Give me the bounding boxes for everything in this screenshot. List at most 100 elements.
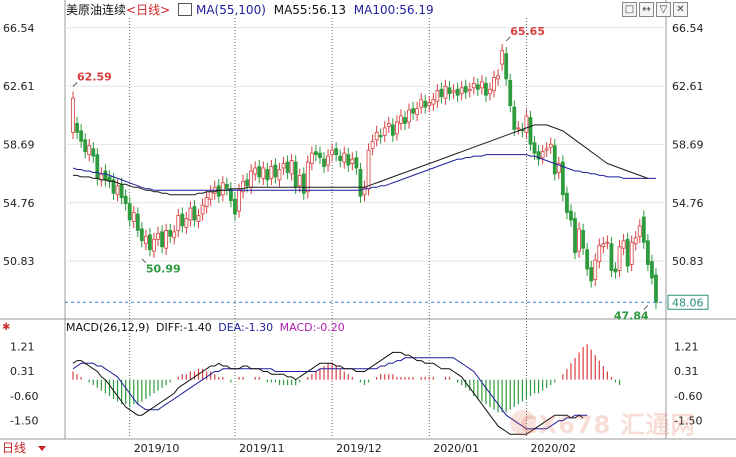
candle-body xyxy=(176,215,181,231)
ma100-line xyxy=(72,154,656,191)
candle-body xyxy=(305,161,310,193)
price-tick-label-left: 62.61 xyxy=(3,80,35,93)
candle-body xyxy=(548,143,553,148)
candle-body xyxy=(115,185,120,196)
annotation-pointer xyxy=(505,36,511,42)
candle-body xyxy=(560,161,565,196)
candle-body xyxy=(654,274,658,303)
candle-body xyxy=(475,84,480,90)
candle-body xyxy=(148,234,152,251)
candle-body xyxy=(512,106,517,130)
candle-body xyxy=(330,149,335,156)
candle-body xyxy=(443,85,448,99)
candle-body xyxy=(241,180,245,193)
candle-body xyxy=(504,53,509,80)
candle-body xyxy=(277,169,282,181)
candle-body xyxy=(71,97,75,133)
candle-body xyxy=(301,173,306,194)
annotation-label: 65.65 xyxy=(510,25,545,38)
candle-body xyxy=(273,164,278,178)
close-button[interactable]: ✕ xyxy=(673,2,688,17)
candle-body xyxy=(374,131,379,141)
candle-body xyxy=(556,163,561,173)
candle-body xyxy=(544,148,549,151)
candle-body xyxy=(459,87,464,95)
candle-body xyxy=(172,231,177,239)
candle-body xyxy=(139,228,144,242)
time-axis-label: 2019/10 xyxy=(134,442,180,455)
candle-body xyxy=(156,232,160,240)
candle-body xyxy=(447,87,452,95)
candle-body xyxy=(285,161,290,173)
candle-body xyxy=(95,154,100,179)
candle-body xyxy=(540,151,545,159)
candle-body xyxy=(119,183,124,199)
ma-settings-icon[interactable] xyxy=(177,3,192,16)
price-tick-label-right: 50.83 xyxy=(672,255,704,268)
candle-body xyxy=(152,238,156,252)
candle-body xyxy=(407,109,411,123)
candle-body xyxy=(524,115,529,133)
period-selector[interactable]: 日线 xyxy=(2,441,27,455)
chevron-down-icon[interactable] xyxy=(38,446,46,451)
price-tick-label-right: 58.69 xyxy=(672,138,704,151)
candle-body xyxy=(403,117,407,124)
candle-body xyxy=(645,240,650,265)
period-label: <日线> xyxy=(126,3,171,17)
candle-body xyxy=(249,170,254,188)
candle-body xyxy=(516,127,521,130)
macd-tick-label-right: 1.21 xyxy=(674,341,699,354)
macd-diff-value: DIFF:-1.40 xyxy=(156,321,212,334)
candle-body xyxy=(204,197,209,208)
time-axis-label: 2020/02 xyxy=(530,442,576,455)
ma100-value: MA100:56.19 xyxy=(353,3,434,17)
resize-button[interactable]: ↔ xyxy=(639,2,654,17)
candle-body xyxy=(492,77,496,92)
candle-body xyxy=(297,175,302,187)
candle-body xyxy=(342,152,347,163)
candle-body xyxy=(334,148,339,156)
candle-body xyxy=(641,216,646,243)
candle-body xyxy=(431,99,436,105)
candle-body xyxy=(455,88,460,96)
candle-body xyxy=(601,243,606,248)
candle-body xyxy=(382,127,387,136)
candle-body xyxy=(180,213,185,227)
candle-body xyxy=(208,191,213,200)
candle-body xyxy=(439,88,444,98)
candle-body xyxy=(593,259,598,280)
ma-params: MA(55,100) xyxy=(195,3,266,17)
candle-body xyxy=(318,152,322,159)
candle-body xyxy=(419,99,424,108)
candle-body xyxy=(390,124,395,136)
candle-body xyxy=(423,100,428,108)
ma55-value: MA55:56.13 xyxy=(273,3,346,17)
candle-body xyxy=(488,88,492,95)
collapse-button[interactable]: ▽ xyxy=(656,2,671,17)
candle-body xyxy=(164,229,169,249)
macd-tick-label-left: -0.60 xyxy=(10,390,38,403)
price-tick-label-left: 54.76 xyxy=(3,197,35,210)
candle-body xyxy=(585,249,590,270)
candle-body xyxy=(326,155,330,166)
candle-body xyxy=(625,238,630,267)
chart-header: 美原油连续<日线> MA(55,100) MA55:56.13 MA100:56… xyxy=(66,2,438,18)
candle-body xyxy=(427,102,432,107)
window-toggle-button[interactable]: □ xyxy=(622,2,637,17)
candle-body xyxy=(358,169,363,197)
candle-body xyxy=(597,244,602,262)
price-tick-label-left: 66.54 xyxy=(3,22,35,35)
candle-body xyxy=(479,81,484,89)
indicator-settings-icon[interactable]: ✱ xyxy=(2,322,11,333)
candle-body xyxy=(196,215,201,222)
candle-body xyxy=(265,169,270,181)
price-tick-label-right: 66.54 xyxy=(672,22,704,35)
candle-body xyxy=(463,85,468,93)
price-tick-label-right: 62.61 xyxy=(672,80,704,93)
candle-body xyxy=(127,203,132,221)
candle-body xyxy=(370,140,375,150)
candle-body xyxy=(91,148,96,157)
candle-body xyxy=(192,206,197,221)
candle-body xyxy=(160,231,164,248)
